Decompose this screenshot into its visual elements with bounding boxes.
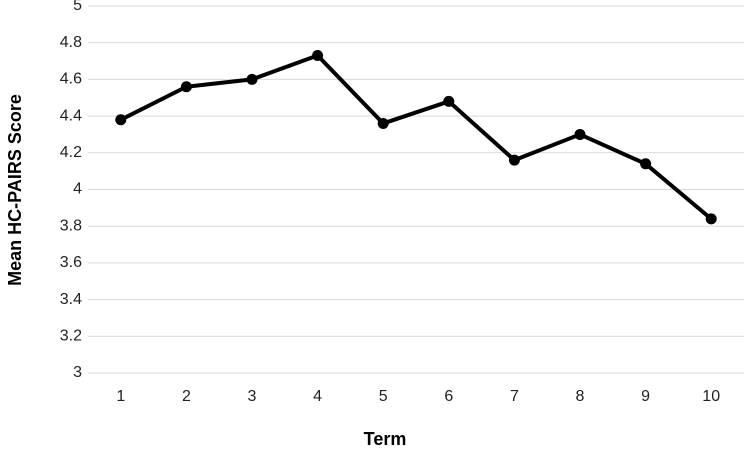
data-point <box>312 50 324 62</box>
x-tick-label: 10 <box>702 388 720 405</box>
data-point <box>180 81 192 93</box>
y-tick-label: 5 <box>73 0 82 14</box>
x-tick-label: 5 <box>379 388 388 405</box>
y-tick-label: 4.2 <box>60 144 82 161</box>
data-point <box>115 114 127 126</box>
y-tick-label: 4.4 <box>60 107 82 124</box>
x-tick-label: 3 <box>248 388 257 405</box>
x-tick-label: 1 <box>116 388 125 405</box>
x-axis-title: Term <box>364 429 407 449</box>
y-tick-label: 4 <box>73 181 82 198</box>
x-tick-label: 7 <box>510 388 519 405</box>
data-point <box>246 73 258 85</box>
y-tick-label: 3.2 <box>60 328 82 345</box>
x-tick-label: 8 <box>576 388 585 405</box>
data-point <box>377 117 389 129</box>
x-tick-label: 9 <box>641 388 650 405</box>
x-tick-label: 2 <box>182 388 191 405</box>
x-tick-label: 6 <box>444 388 453 405</box>
data-point <box>443 95 455 107</box>
y-tick-label: 4.8 <box>60 34 82 51</box>
data-point <box>574 128 586 140</box>
y-tick-label: 3 <box>73 364 82 381</box>
y-tick-label: 3.8 <box>60 217 82 234</box>
data-line <box>119 53 713 221</box>
x-tick-label: 4 <box>313 388 322 405</box>
y-axis-title: Mean HC-PAIRS Score <box>5 94 25 286</box>
data-point <box>705 213 717 225</box>
y-tick-label: 3.6 <box>60 254 82 271</box>
y-tick-label: 3.4 <box>60 291 82 308</box>
data-point <box>640 158 652 170</box>
data-point <box>508 154 520 166</box>
y-tick-label: 4.6 <box>60 71 82 88</box>
